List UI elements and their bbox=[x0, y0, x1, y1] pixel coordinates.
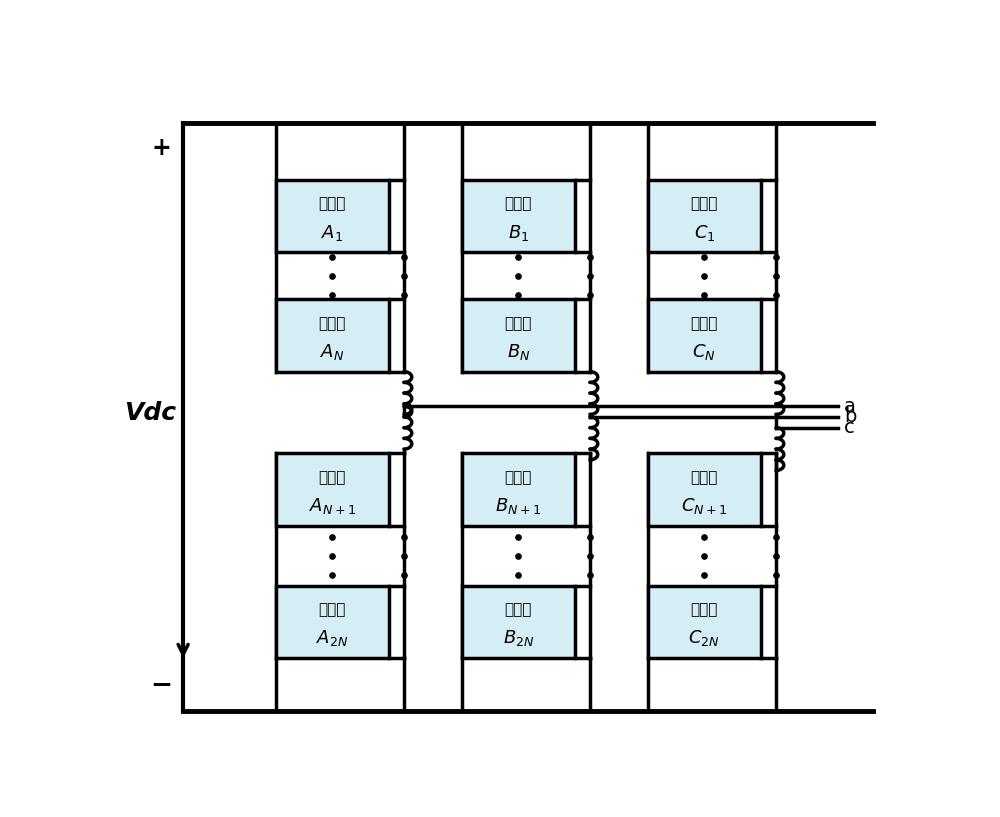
FancyBboxPatch shape bbox=[276, 180, 388, 252]
Text: $C_{2N}$: $C_{2N}$ bbox=[688, 628, 720, 649]
Text: 子模块: 子模块 bbox=[319, 315, 346, 331]
FancyBboxPatch shape bbox=[648, 180, 761, 252]
FancyBboxPatch shape bbox=[462, 586, 574, 658]
Text: $B_{2N}$: $B_{2N}$ bbox=[503, 628, 534, 649]
Text: Vdc: Vdc bbox=[124, 400, 176, 425]
Text: 子模块: 子模块 bbox=[691, 315, 718, 331]
Text: −: − bbox=[150, 673, 172, 699]
Text: $B_1$: $B_1$ bbox=[508, 223, 529, 243]
FancyBboxPatch shape bbox=[648, 586, 761, 658]
Text: $A_N$: $A_N$ bbox=[320, 342, 345, 362]
Text: 子模块: 子模块 bbox=[319, 470, 346, 484]
Text: 子模块: 子模块 bbox=[319, 602, 346, 617]
Text: $B_{N+1}$: $B_{N+1}$ bbox=[495, 496, 541, 516]
Text: 子模块: 子模块 bbox=[505, 470, 532, 484]
FancyBboxPatch shape bbox=[462, 299, 574, 372]
Text: 子模块: 子模块 bbox=[691, 196, 718, 212]
Text: 子模块: 子模块 bbox=[505, 315, 532, 331]
Text: 子模块: 子模块 bbox=[691, 602, 718, 617]
FancyBboxPatch shape bbox=[462, 453, 574, 526]
FancyBboxPatch shape bbox=[276, 586, 388, 658]
FancyBboxPatch shape bbox=[276, 453, 388, 526]
Text: +: + bbox=[152, 136, 171, 160]
Text: 子模块: 子模块 bbox=[319, 196, 346, 212]
Text: 子模块: 子模块 bbox=[505, 602, 532, 617]
Text: $C_N$: $C_N$ bbox=[692, 342, 716, 362]
FancyBboxPatch shape bbox=[648, 299, 761, 372]
Text: $A_{2N}$: $A_{2N}$ bbox=[316, 628, 349, 649]
FancyBboxPatch shape bbox=[462, 180, 574, 252]
Text: $A_{N+1}$: $A_{N+1}$ bbox=[309, 496, 356, 516]
Text: $B_N$: $B_N$ bbox=[507, 342, 530, 362]
Text: $A_1$: $A_1$ bbox=[321, 223, 343, 243]
Text: 子模块: 子模块 bbox=[691, 470, 718, 484]
FancyBboxPatch shape bbox=[648, 453, 761, 526]
Text: a: a bbox=[844, 397, 856, 416]
Text: 子模块: 子模块 bbox=[505, 196, 532, 212]
Text: $C_{N+1}$: $C_{N+1}$ bbox=[681, 496, 727, 516]
Text: c: c bbox=[844, 418, 855, 437]
FancyBboxPatch shape bbox=[276, 299, 388, 372]
Text: b: b bbox=[844, 408, 857, 426]
Text: $C_1$: $C_1$ bbox=[694, 223, 715, 243]
